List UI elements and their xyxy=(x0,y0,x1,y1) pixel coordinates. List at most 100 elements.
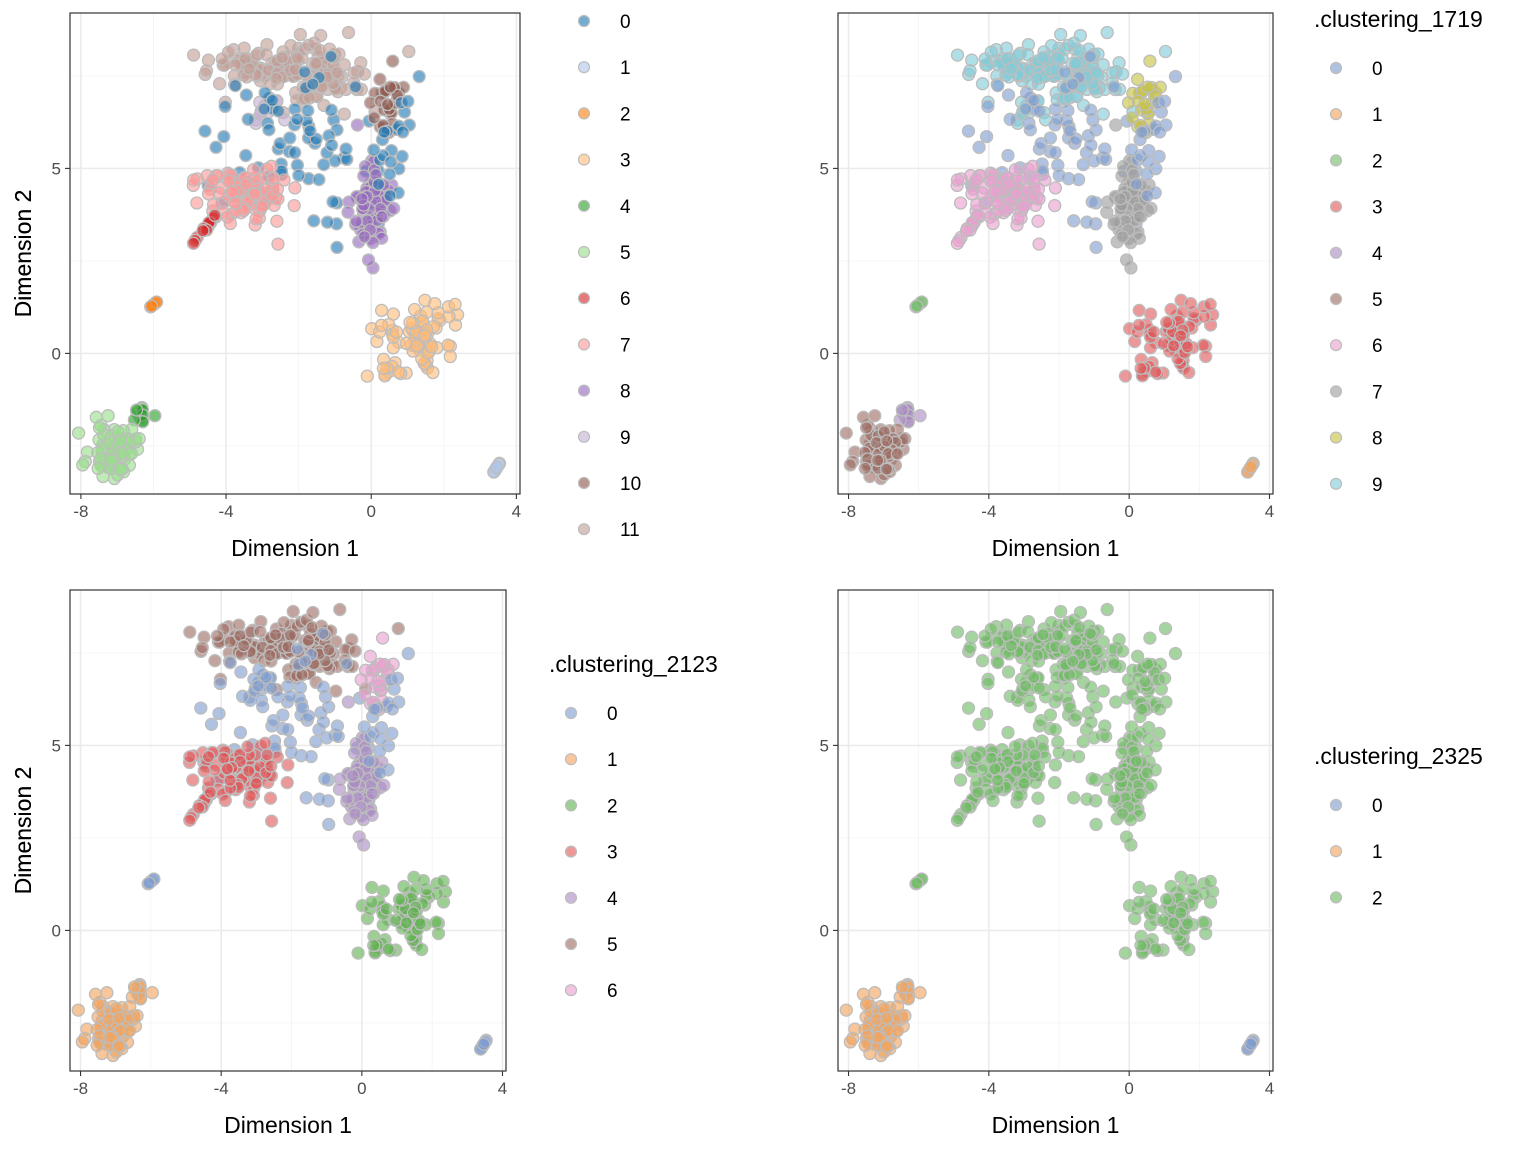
point-cluster-0 xyxy=(318,772,332,786)
point-cluster-2 xyxy=(1080,792,1094,806)
point-cluster-2 xyxy=(963,641,977,655)
point-cluster-2 xyxy=(1158,621,1173,636)
point-cluster-3 xyxy=(1180,340,1195,354)
point-cluster-3 xyxy=(410,339,424,353)
point-cluster-2 xyxy=(1051,628,1065,642)
point-cluster-5 xyxy=(210,629,225,643)
point-cluster-0 xyxy=(1129,177,1144,191)
legend-title: .clustering_2325 xyxy=(1314,743,1483,769)
point-cluster-0 xyxy=(1001,148,1015,163)
point-cluster-3 xyxy=(428,296,442,311)
legend-label: 0 xyxy=(620,12,631,33)
point-cluster-2 xyxy=(1140,744,1154,758)
point-cluster-8 xyxy=(350,118,365,132)
point-cluster-0 xyxy=(259,670,273,684)
point-cluster-2 xyxy=(971,785,985,800)
legend-key xyxy=(564,799,578,812)
legend-label: 1 xyxy=(620,58,631,79)
point-cluster-6 xyxy=(1031,182,1046,196)
point-cluster-2 xyxy=(1180,917,1195,931)
point-cluster-8 xyxy=(387,201,401,216)
point-cluster-0 xyxy=(295,701,310,715)
point-cluster-2 xyxy=(950,625,965,639)
point-cluster-11 xyxy=(186,48,201,62)
point-cluster-5 xyxy=(871,453,885,468)
point-cluster-9 xyxy=(1072,43,1087,58)
point-cluster-5 xyxy=(76,458,90,472)
legend-label: 3 xyxy=(620,151,631,172)
y-axis-title: Dimension 2 xyxy=(10,190,36,318)
point-cluster-2 xyxy=(1107,657,1121,671)
point-cluster-0 xyxy=(401,94,415,108)
point-cluster-5 xyxy=(195,641,209,655)
point-cluster-2 xyxy=(1164,879,1178,894)
point-cluster-0 xyxy=(298,654,312,668)
point-cluster-2 xyxy=(1067,791,1081,805)
point-cluster-8 xyxy=(341,205,355,219)
point-cluster-3 xyxy=(243,789,257,803)
point-cluster-8 xyxy=(375,210,389,224)
point-cluster-0 xyxy=(299,791,313,805)
point-cluster-2 xyxy=(367,938,381,953)
legend: 0 1 2 3 4 5 6 7 8 9 10 11 xyxy=(577,12,641,541)
point-cluster-5 xyxy=(286,604,300,619)
point-cluster-1 xyxy=(490,460,504,474)
point-cluster-0 xyxy=(257,102,271,116)
point-cluster-2 xyxy=(1152,726,1166,741)
legend-label: 8 xyxy=(620,382,631,403)
point-cluster-2 xyxy=(961,701,976,715)
point-cluster-0 xyxy=(339,142,353,156)
point-cluster-2 xyxy=(910,876,924,890)
point-cluster-2 xyxy=(436,874,450,889)
legend-key xyxy=(1329,798,1343,812)
point-cluster-7 xyxy=(266,171,281,185)
panel-4: -8 -4 0 4 0 5 Dimension 1 Dimension 2 xyxy=(10,589,1274,1138)
x-tick-label: 4 xyxy=(498,1079,507,1098)
point-cluster-0 xyxy=(979,129,994,144)
point-cluster-2 xyxy=(1048,722,1062,737)
point-cluster-2 xyxy=(1129,754,1144,768)
point-cluster-11 xyxy=(212,77,227,91)
point-cluster-2 xyxy=(979,706,994,721)
point-cluster-7 xyxy=(1109,118,1123,132)
point-cluster-2 xyxy=(1182,942,1196,957)
point-cluster-0 xyxy=(218,99,232,114)
point-cluster-0 xyxy=(1157,94,1172,108)
point-cluster-0 xyxy=(1048,145,1062,160)
point-cluster-1 xyxy=(871,1030,885,1045)
point-cluster-0 xyxy=(1244,1037,1258,1051)
point-cluster-0 xyxy=(290,112,304,126)
legend-key xyxy=(1329,246,1343,259)
point-cluster-11 xyxy=(314,28,328,43)
point-cluster-2 xyxy=(1069,633,1083,648)
point-cluster-1 xyxy=(111,1039,126,1053)
point-cluster-2 xyxy=(950,813,965,827)
point-cluster-2 xyxy=(365,880,379,895)
point-cluster-2 xyxy=(1113,769,1127,783)
point-cluster-0 xyxy=(1140,189,1154,203)
point-cluster-0 xyxy=(283,689,297,703)
panel-border xyxy=(69,12,521,495)
point-cluster-9 xyxy=(1069,56,1083,71)
point-cluster-0 xyxy=(273,136,287,151)
legend-label: 6 xyxy=(607,981,618,1002)
point-cluster-2 xyxy=(978,629,992,643)
point-cluster-2 xyxy=(1083,680,1098,694)
point-cluster-1 xyxy=(868,986,882,1000)
point-cluster-2 xyxy=(1085,772,1099,786)
point-cluster-5 xyxy=(113,434,128,448)
point-cluster-0 xyxy=(235,689,250,703)
legend-label: 4 xyxy=(1372,244,1383,265)
point-cluster-1 xyxy=(1244,460,1258,474)
x-tick-label: 0 xyxy=(1124,502,1133,521)
point-cluster-11 xyxy=(284,38,298,53)
point-cluster-3 xyxy=(1149,365,1163,379)
point-cluster-6 xyxy=(959,224,974,238)
point-cluster-9 xyxy=(1115,67,1130,81)
x-tick-label: -4 xyxy=(981,1079,996,1098)
point-cluster-3 xyxy=(183,750,197,764)
point-cluster-3 xyxy=(448,297,462,312)
x-tick-label: 0 xyxy=(366,502,375,521)
legend-key xyxy=(1329,108,1343,121)
point-cluster-7 xyxy=(1119,253,1134,267)
